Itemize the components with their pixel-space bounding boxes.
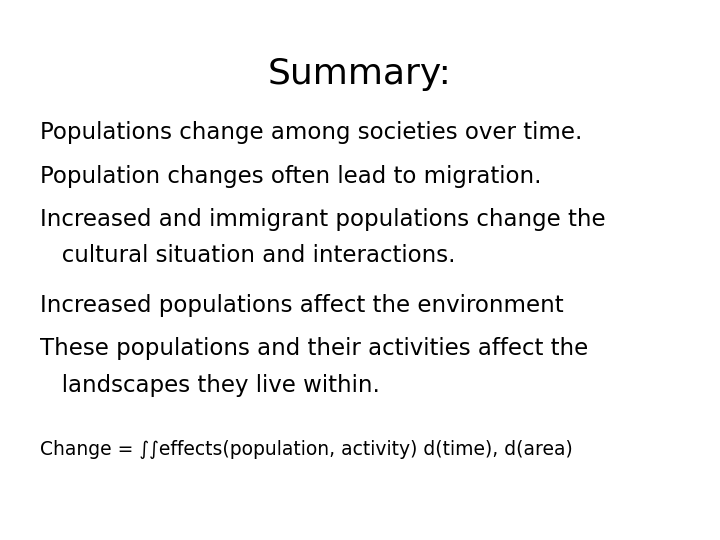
Text: cultural situation and interactions.: cultural situation and interactions. (40, 244, 455, 267)
Text: Increased populations affect the environment: Increased populations affect the environ… (40, 294, 563, 318)
Text: Summary:: Summary: (268, 57, 452, 91)
Text: Population changes often lead to migration.: Population changes often lead to migrati… (40, 165, 541, 188)
Text: Change = ∫∫effects(population, activity) d(time), d(area): Change = ∫∫effects(population, activity)… (40, 440, 572, 459)
Text: Populations change among societies over time.: Populations change among societies over … (40, 122, 582, 145)
Text: landscapes they live within.: landscapes they live within. (40, 374, 379, 397)
Text: These populations and their activities affect the: These populations and their activities a… (40, 338, 588, 361)
Text: Increased and immigrant populations change the: Increased and immigrant populations chan… (40, 208, 606, 231)
